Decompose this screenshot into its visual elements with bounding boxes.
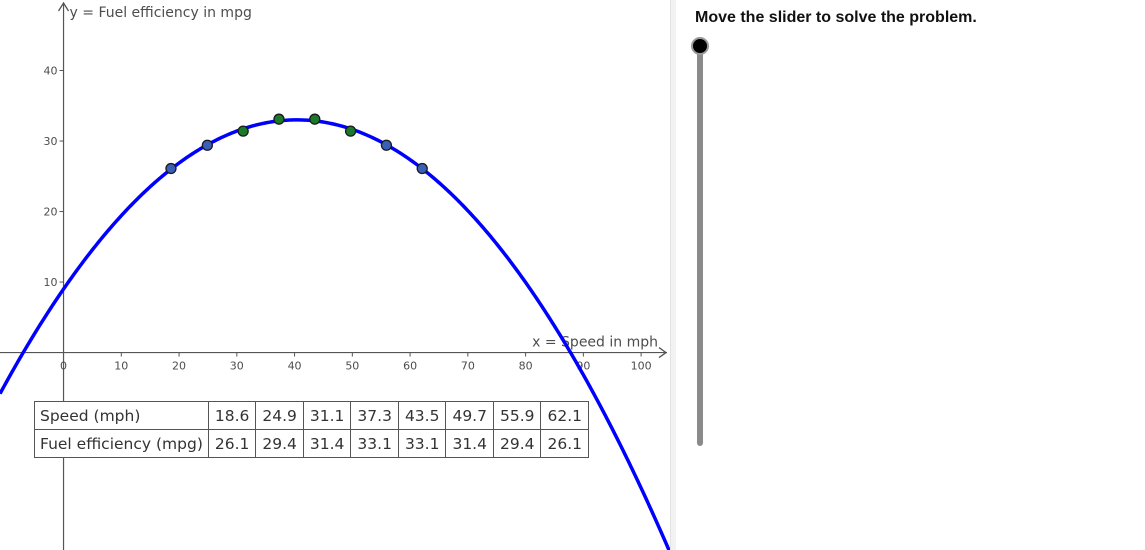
slider-handle[interactable] (691, 37, 709, 55)
data-point[interactable] (237, 125, 249, 137)
y-tick-label: 40 (44, 65, 58, 78)
instruction-text: Move the slider to solve the problem. (695, 9, 977, 26)
y-axis-arrow (57, 1, 70, 12)
table-cell: 33.1 (350, 429, 399, 458)
panel-divider[interactable] (670, 0, 676, 550)
y-tick-label: 10 (44, 276, 58, 289)
table-cell: 43.5 (397, 401, 447, 430)
y-axis-title: y = Fuel efficiency in mpg (70, 5, 252, 21)
x-tick-label: 80 (519, 360, 533, 373)
table-cell: 26.1 (540, 429, 589, 458)
data-point[interactable] (309, 113, 321, 125)
x-tick-label: 0 (60, 360, 67, 373)
data-point[interactable] (201, 139, 214, 151)
slider-track[interactable] (697, 45, 703, 446)
table-cell: 55.9 (492, 401, 542, 430)
data-point[interactable] (273, 113, 285, 125)
table-cell: 29.4 (255, 429, 304, 458)
table-cell: 29.4 (492, 429, 542, 458)
side-panel: Move the slider to solve the problem. (676, 0, 1145, 550)
data-point[interactable] (380, 139, 393, 151)
data-point[interactable] (416, 162, 428, 175)
table-cell: 18.6 (207, 401, 257, 430)
table-row: Fuel efficiency (mpg) 26.1 29.4 31.4 33.… (34, 429, 589, 458)
table-cell: 33.1 (397, 429, 447, 458)
x-tick-label: 30 (230, 360, 244, 373)
graph-view[interactable]: 0 10 20 30 40 50 60 70 80 90 100 10 20 30 40 y = Fuel e… (0, 0, 670, 550)
table-cell: 49.7 (445, 401, 494, 430)
table-cell: 62.1 (540, 401, 589, 430)
data-point[interactable] (344, 125, 357, 137)
x-tick-label: 20 (172, 360, 186, 373)
x-tick-label: 60 (403, 360, 417, 373)
table-row: Speed (mph) 18.6 24.9 31.1 37.3 43.5 49.… (34, 401, 589, 430)
data-point[interactable] (165, 162, 177, 175)
table-cell: 24.9 (255, 401, 304, 430)
row-header: Speed (mph) (34, 401, 209, 430)
x-tick-label: 10 (114, 360, 128, 373)
x-tick-label: 100 (631, 360, 652, 373)
x-axis-arrow (658, 347, 668, 359)
y-tick-label: 30 (44, 135, 58, 148)
data-table: Speed (mph) 18.6 24.9 31.1 37.3 43.5 49.… (34, 401, 589, 458)
x-axis-title: x = Speed in mph (532, 335, 658, 351)
table-cell: 31.4 (302, 429, 352, 458)
x-tick-label: 70 (461, 360, 475, 373)
row-header: Fuel efficiency (mpg) (34, 429, 209, 458)
table-cell: 26.1 (207, 429, 257, 458)
y-tick-label: 20 (44, 206, 58, 219)
regression-curve (0, 118, 670, 550)
table-cell: 37.3 (350, 401, 399, 430)
x-tick-label: 40 (288, 360, 302, 373)
x-tick-label: 50 (345, 360, 359, 373)
table-cell: 31.1 (302, 401, 352, 430)
table-cell: 31.4 (445, 429, 494, 458)
